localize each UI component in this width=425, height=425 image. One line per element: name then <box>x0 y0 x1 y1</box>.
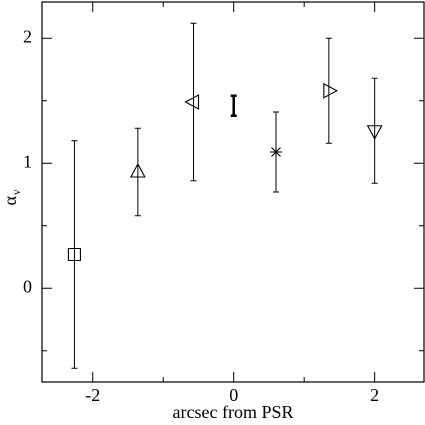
y-axis-label: α <box>0 195 20 205</box>
y-tick-label: 2 <box>23 26 32 46</box>
y-axis-label-group: α ν <box>0 189 23 205</box>
y-tick-label: 0 <box>23 276 32 296</box>
y-axis-label-subscript: ν <box>9 189 23 195</box>
x-tick-label: -2 <box>85 385 100 405</box>
marker <box>67 247 81 262</box>
error-bar <box>190 22 197 182</box>
error-bar <box>325 37 332 144</box>
x-axis-label: arcsec from PSR <box>173 402 294 422</box>
error-bar <box>134 127 141 217</box>
error-bar <box>71 140 78 369</box>
x-tick-label: 2 <box>370 385 379 405</box>
marker <box>269 146 282 158</box>
y-tick-label: 1 <box>23 151 32 171</box>
marker <box>323 82 339 99</box>
error-bar <box>371 77 378 184</box>
x-tick-label: 0 <box>229 385 238 405</box>
marker <box>366 125 383 140</box>
marker <box>184 94 200 110</box>
marker <box>129 162 146 178</box>
plot-frame <box>41 1 425 383</box>
error-bar <box>230 94 237 117</box>
